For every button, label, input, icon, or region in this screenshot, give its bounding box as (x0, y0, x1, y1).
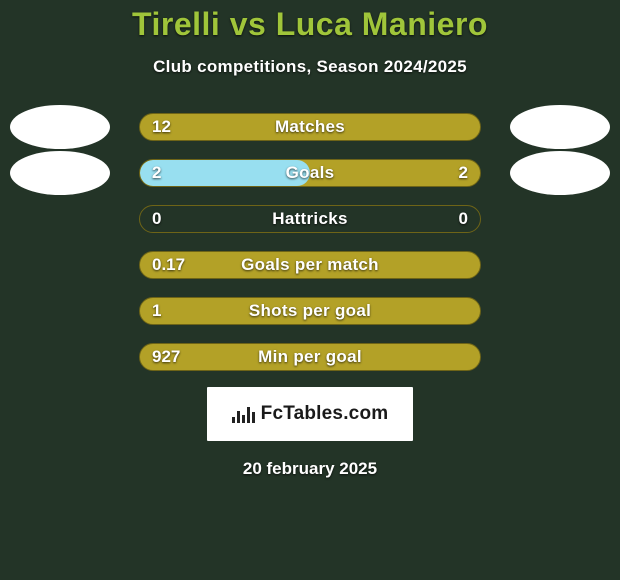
stat-bar: 0Hattricks0 (139, 205, 481, 233)
stat-bar: 2Goals2 (139, 159, 481, 187)
stat-row: 1Shots per goal (0, 297, 620, 325)
stat-row: 12Matches (0, 113, 620, 141)
comparison-card: Tirelli vs Luca Maniero Club competition… (0, 0, 620, 580)
logo-bars-icon (232, 405, 255, 423)
stat-right-value: 0 (459, 209, 468, 229)
fctables-logo: FcTables.com (207, 387, 413, 441)
team-badge-right (510, 105, 610, 149)
stat-label: Min per goal (140, 347, 480, 367)
stat-label: Hattricks (140, 209, 480, 229)
team-badge-left (10, 105, 110, 149)
stat-label: Goals per match (140, 255, 480, 275)
stat-rows: 12Matches 2Goals2 0Hattricks0 0.17Goals per… (0, 113, 620, 371)
team-badge-right (510, 151, 610, 195)
stat-right-value: 2 (459, 163, 468, 183)
logo-text: FcTables.com (261, 403, 389, 425)
stat-label: Shots per goal (140, 301, 480, 321)
stat-label: Matches (140, 117, 480, 137)
stat-bar: 927Min per goal (139, 343, 481, 371)
stat-row: 0.17Goals per match (0, 251, 620, 279)
stat-bar: 0.17Goals per match (139, 251, 481, 279)
stat-bar: 1Shots per goal (139, 297, 481, 325)
team-badge-left (10, 151, 110, 195)
stat-row: 927Min per goal (0, 343, 620, 371)
card-title: Tirelli vs Luca Maniero (0, 0, 620, 43)
stat-label: Goals (140, 163, 480, 183)
card-subtitle: Club competitions, Season 2024/2025 (0, 57, 620, 77)
stat-row: 2Goals2 (0, 159, 620, 187)
stat-bar: 12Matches (139, 113, 481, 141)
stat-row: 0Hattricks0 (0, 205, 620, 233)
card-date: 20 february 2025 (0, 459, 620, 479)
